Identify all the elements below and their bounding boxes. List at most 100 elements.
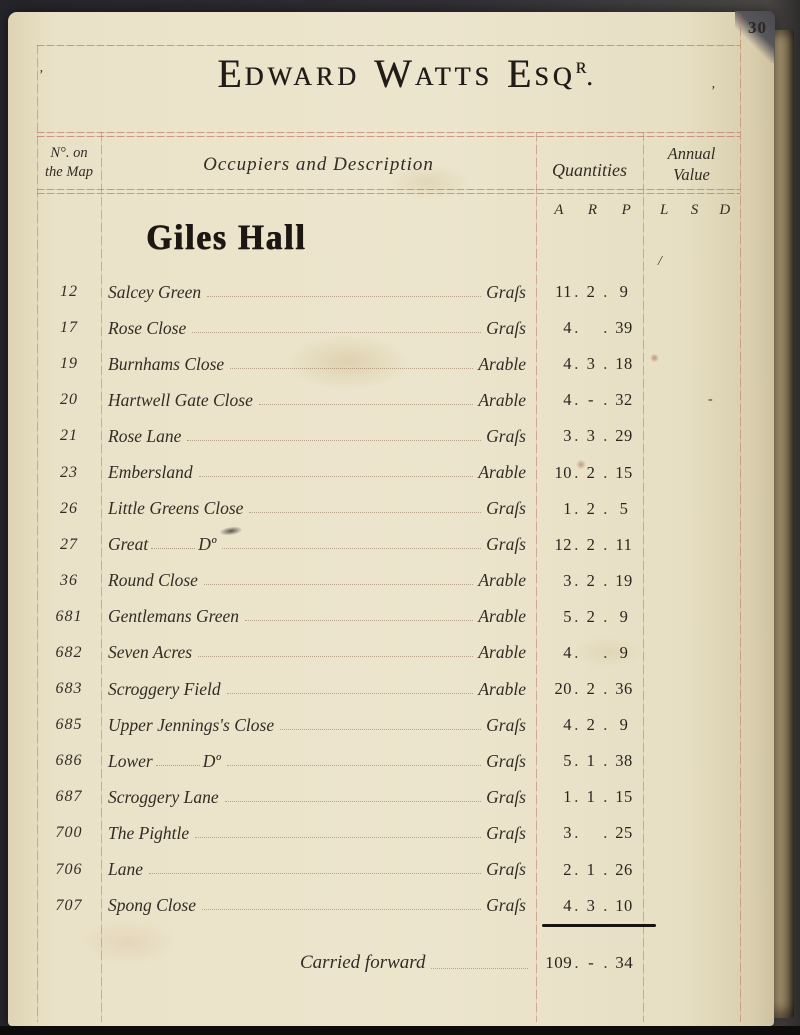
subheader-pounds: L [659,202,669,218]
dot-separator: . [574,426,579,446]
dotted-leader [245,620,474,622]
column-header-occupiers: Occupiers and Description [203,154,434,175]
dot-separator: . [603,390,608,410]
dot-separator: . [603,606,608,626]
dot-separator: . [603,498,608,518]
quantity-acres: 4 [563,715,572,735]
quantity-acres: 12 [554,534,572,554]
quantity-acres: 3 [563,570,572,590]
table-row: 20 Hartwell Gate Close Arable 4 . - . 32 [37,382,740,418]
dotted-leader [222,548,482,550]
field-name: Scroggery Field [108,678,221,699]
row-description: Seven Acres Arable [101,642,536,663]
title-initial: E [506,51,535,96]
land-use: Graſs [486,714,526,735]
dotted-leader [202,909,482,911]
row-description: Scroggery Field Arable [101,679,536,700]
row-description: Great Dº Graſs [101,534,536,555]
field-name: The Pightle [108,822,190,843]
map-number: 685 [55,716,83,734]
carried-forward-label: Carried forward [300,952,426,973]
row-description: Rose Lane Graſs [101,426,536,447]
land-use: Graſs [486,498,526,519]
map-number-label-line1: N°. on [50,145,88,161]
field-name: Seven Acres [108,642,193,663]
pen-dash: - [708,392,713,407]
rule-header-bottom [37,189,740,190]
quantity-perches: 5 [619,498,629,518]
dot-separator: . [574,953,580,972]
map-number: 26 [60,499,78,517]
ditto-mark: Dº [202,750,221,771]
rule-right [740,14,741,1022]
subheader-roods: R [587,202,598,218]
quantity-acres: 1 [563,498,572,518]
quantity-acres: 3 [563,426,572,446]
ditto-leader [151,548,196,550]
quantity-roods: 3 [586,426,596,446]
land-use: Arable [478,606,526,627]
dot-separator: . [603,354,608,374]
land-use: Arable [478,462,526,483]
row-description: The Pightle Graſs [101,823,536,844]
title-word: SQ [534,62,576,91]
dotted-leader [249,512,482,514]
map-number: 21 [60,427,78,445]
field-name: Upper Jennings's Close [108,714,275,735]
quantity-cell: 4 . - . 32 [536,390,643,410]
title-word: ATTS [414,62,493,91]
quantity-roods: 2 [586,606,596,626]
row-description: Spong Close Graſs [101,895,536,916]
quantity-cell: 5 . 2 . 9 [536,607,643,627]
rule-header-top2 [37,136,740,137]
table-row: 12 Salcey Green Graſs 11 . 2 . 9 [37,274,740,310]
dotted-leader [258,403,474,405]
quantity-acres: 4 [563,895,572,915]
map-number: 707 [55,896,83,914]
page-title: EDWARD WATTS ESQR. [85,50,725,97]
row-description: Scroggery Lane Graſs [101,787,536,808]
title-word: DWARD [244,62,361,91]
row-description: Upper Jennings's Close Graſs [101,715,536,736]
dotted-leader [198,476,474,478]
map-number: 20 [60,391,78,409]
map-number: 683 [55,680,83,698]
table-row: 687 Scroggery Lane Graſs 1 . 1 . 15 [37,779,740,815]
subheader-lsd: L S D [649,202,740,219]
rule-header-bottom2 [37,193,740,194]
dot-separator: . [603,787,608,807]
quantity-roods: 2 [586,534,596,554]
title-period: . [586,62,593,91]
map-number: 681 [55,607,83,625]
dot-separator: . [574,606,579,626]
dot-separator: . [574,751,579,771]
quantity-cell: 11 . 2 . 9 [536,282,643,302]
quantity-cell: 10 . 2 . 15 [536,463,643,483]
map-number: 687 [55,788,83,806]
map-number: 12 [60,283,78,301]
quantity-cell: 3 . . 25 [536,823,643,843]
dot-separator: . [603,570,608,590]
field-name: Spong Close [108,895,196,916]
quantity-cell: 4 . 2 . 9 [536,715,643,735]
quantity-roods: 1 [586,787,596,807]
quantity-acres: 5 [563,606,572,626]
field-name: Burnhams Close [108,353,225,374]
section-heading: Giles Hall [146,218,307,258]
dot-separator: . [603,715,608,735]
field-name: Little Greens Close [108,498,244,519]
dot-separator: . [603,318,608,338]
column-header-map-number: N°. on the Map [37,144,101,182]
row-description: Lane Graſs [101,859,536,880]
dot-separator: . [574,859,579,879]
field-name: Great [108,534,149,555]
subheader-perches: P [621,202,631,218]
land-use: Graſs [486,317,526,338]
quantity-acres: 4 [563,318,572,338]
quantity-roods: 2 [586,570,596,590]
title-initial: W [374,51,415,96]
quantity-perches: 25 [615,823,633,843]
quantity-perches: 9 [619,606,629,626]
dotted-leader [207,295,482,297]
